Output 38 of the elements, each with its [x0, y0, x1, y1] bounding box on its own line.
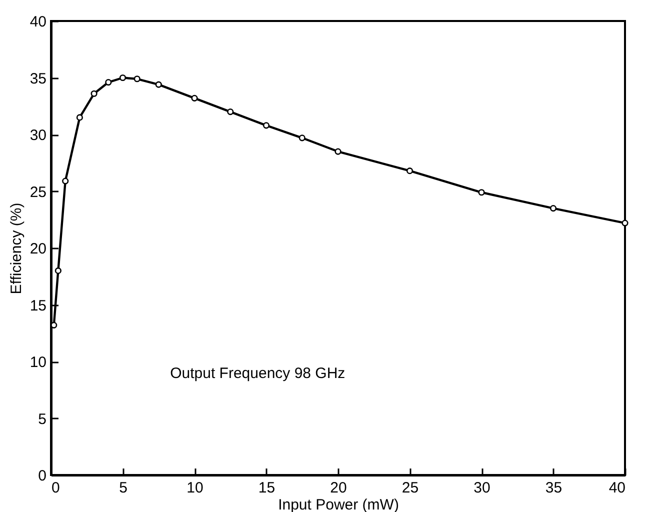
y-tick-label: 40 [30, 14, 46, 30]
point [54, 267, 62, 274]
x-tick-label: 35 [545, 480, 562, 496]
point [334, 148, 342, 155]
point [62, 178, 69, 184]
y-tick-label: 20 [30, 240, 46, 258]
point [155, 81, 162, 88]
x-tick-label: 25 [402, 480, 419, 496]
annotation: Output Frequency 98 GHz [170, 364, 346, 382]
y-tick-label: 10 [30, 354, 46, 371]
point [622, 220, 628, 226]
x-tick-label: 30 [474, 480, 490, 496]
point [406, 168, 414, 174]
point [119, 74, 126, 82]
point [50, 322, 58, 328]
y-tick-label: 5 [38, 410, 46, 428]
y-tick-label: 25 [30, 184, 46, 201]
y-tick-label: 0 [38, 468, 46, 484]
x-tick-label: 15 [258, 480, 276, 496]
point [298, 134, 306, 142]
x-tick-label: 20 [330, 480, 347, 496]
y-axis-title: Efficiency (%) [8, 202, 25, 294]
x-tick-label: 40 [608, 480, 626, 496]
point [227, 108, 234, 116]
point [262, 122, 270, 129]
point [105, 79, 112, 86]
x-tick-label: 10 [186, 480, 204, 496]
x-tick-label: 0 [52, 480, 60, 496]
point [76, 114, 83, 121]
point [90, 90, 98, 97]
y-tick-label: 15 [30, 297, 46, 314]
y-tick-label: 35 [30, 70, 46, 88]
x-tick-label: 5 [119, 480, 128, 496]
y-tick-label: 30 [30, 127, 46, 144]
point [550, 204, 557, 212]
point [478, 189, 485, 196]
point [134, 76, 140, 82]
point [191, 94, 198, 102]
